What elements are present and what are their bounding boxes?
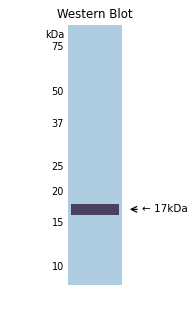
Text: 37: 37: [52, 120, 64, 129]
Text: 15: 15: [52, 218, 64, 228]
Bar: [68, 25, 122, 285]
Text: 25: 25: [51, 162, 64, 172]
Text: kDa: kDa: [45, 30, 64, 40]
Text: 75: 75: [51, 42, 64, 52]
Text: 20: 20: [52, 187, 64, 197]
Text: ← 17kDa: ← 17kDa: [142, 204, 188, 214]
Text: 50: 50: [52, 87, 64, 97]
Text: Western Blot: Western Blot: [57, 7, 133, 20]
Bar: [71, 204, 119, 215]
Text: 10: 10: [52, 262, 64, 272]
